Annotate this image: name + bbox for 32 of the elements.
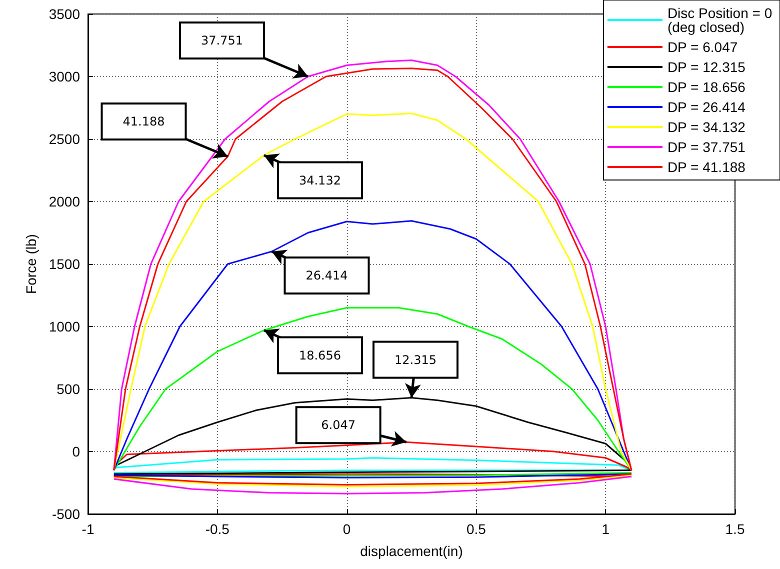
x-tick-label: 0.5 [466,521,486,537]
y-tick-label: 1500 [48,256,80,272]
legend-label: Disc Position = 0 (deg closed) [667,5,776,35]
legend-label: DP = 26.414 [667,99,746,115]
legend-label: DP = 18.656 [667,79,746,95]
legend-label: DP = 37.751 [667,139,746,155]
y-tick-label: 2500 [48,131,80,147]
y-tick-label: 500 [56,381,80,397]
annotation: 34.132 [298,173,341,188]
x-tick-label: -0.5 [205,521,230,537]
x-tick-label: -1 [82,521,94,537]
legend-label: DP = 6.047 [667,39,738,55]
x-tick-label: 1 [602,521,610,537]
annotation: 12.315 [394,352,436,367]
y-tick-label: 3500 [48,6,80,22]
x-tick-label: 1.5 [725,521,745,537]
y-tick-label: 1000 [48,318,80,334]
x-tick-label: 0 [342,521,351,537]
y-axis-title: Force (lb) [22,234,39,294]
legend-label: DP = 41.188 [667,159,746,175]
legend-label: DP = 34.132 [667,119,746,135]
y-tick-label: 2000 [48,194,80,210]
y-tick-label: 0 [72,444,80,460]
y-tick-label: 3000 [48,68,80,84]
annotation: 18.656 [298,348,341,362]
annotation: 37.751 [200,34,243,48]
legend-label: DP = 12.315 [667,59,746,75]
annotation: 6.047 [321,418,356,432]
y-tick-label: -500 [52,506,80,522]
annotation: 41.188 [122,114,165,128]
x-axis-title: displacement(in) [360,543,463,559]
annotation: 26.414 [306,268,348,282]
